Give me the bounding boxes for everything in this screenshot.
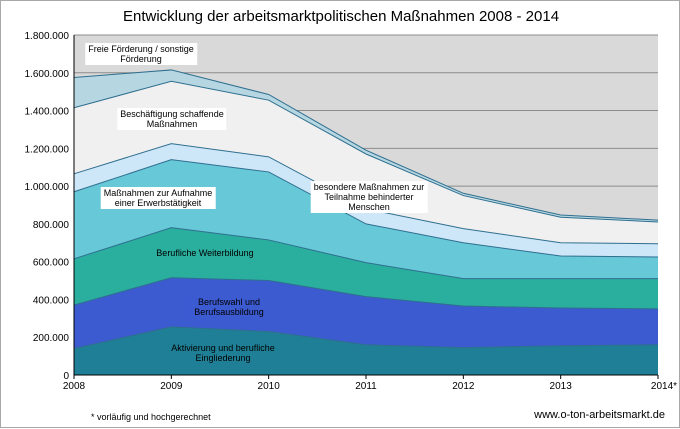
area-boundary-line [73, 227, 658, 280]
x-tick-label: 2010 [258, 381, 281, 392]
series-label-massnahmen-zur-aufnahme-einer-erwerbstaetigkeit: Maßnahmen zur Aufnahme einer Erwerbstäti… [100, 187, 216, 209]
area-boundary-line [73, 159, 659, 258]
y-tick-label: 1.600.000 [25, 69, 70, 80]
y-tick-label: 1.800.000 [25, 31, 70, 42]
area-boundary-line [73, 69, 659, 221]
area-massnahmen-zur-aufnahme-einer-erwerbstaetigkeit [74, 159, 658, 279]
x-tick-label: 2013 [550, 381, 573, 392]
y-tick-label: 1.400.000 [25, 107, 70, 118]
chart-footnote: * vorläufig und hochgerechnet [91, 412, 211, 422]
area-besondere-massnahmen-zur-teilnahme-behinderter-menschen [74, 143, 658, 257]
x-tick-label: 2011 [355, 381, 377, 392]
chart-title: Entwicklung der arbeitsmarktpolitischen … [122, 8, 560, 25]
y-tick-label: 1.200.000 [25, 144, 70, 155]
series-label-berufliche-weiterbildung: Berufliche Weiterbildung [153, 247, 257, 259]
y-tick-label: 800.000 [33, 220, 70, 231]
area-boundary-line [73, 80, 659, 223]
series-label-aktivierung-und-berufliche-eingliederung: Aktivierung und berufliche Eingliederung [168, 342, 278, 364]
y-tick-label: 0 [63, 371, 69, 382]
y-tick-label: 400.000 [33, 295, 70, 306]
series-label-besondere-massnahmen-zur-teilnahme-behinderter-menschen: besondere Maßnahmen zur Teilnahme behind… [310, 181, 428, 213]
series-label-berufswahl-und-berufsausbildung: Berufswahl und Berufsausbildung [191, 296, 267, 318]
x-tick-label: 2008 [63, 381, 86, 392]
series-label-beschaeftigung-schaffende-massnahmen: Beschäftigung schaffende Maßnahmen [117, 108, 227, 130]
series-label-freie-foerderung-sonstige-foerderung: Freie Förderung / sonstige Förderung [85, 43, 197, 65]
area-berufswahl-und-berufsausbildung [74, 277, 658, 349]
y-tick-label: 1.000.000 [25, 182, 70, 193]
area-freie-foerderung-sonstige-foerderung [74, 69, 658, 222]
x-tick-label: 2012 [452, 381, 475, 392]
area-boundary-line [73, 326, 659, 350]
chart-source: www.o-ton-arbeitsmarkt.de [534, 409, 665, 421]
x-tick-label: 2014* [651, 381, 677, 392]
area-boundary-line [73, 277, 659, 310]
y-tick-label: 600.000 [33, 258, 70, 269]
x-tick-label: 2009 [160, 381, 183, 392]
y-tick-label: 200.000 [33, 333, 70, 344]
